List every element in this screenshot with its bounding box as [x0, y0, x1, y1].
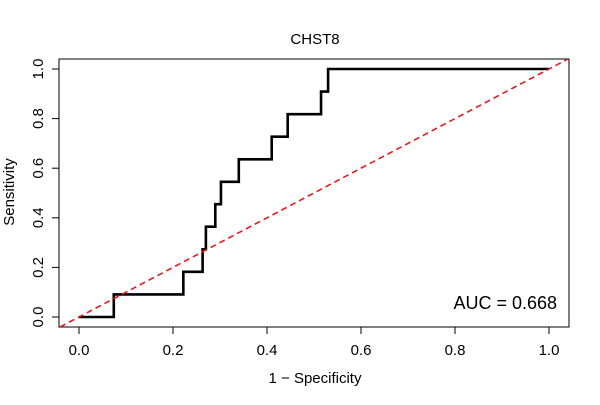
y-tick-label: 0.2	[30, 257, 47, 278]
x-tick-label: 0.8	[445, 342, 466, 359]
roc-curve-line	[79, 67, 549, 319]
y-tick-label: 0.6	[30, 158, 47, 179]
y-tick-label: 0.4	[30, 207, 47, 228]
plot-area: 0.0 0.2 0.4 0.6 0.8 1.0 0.0 0.2 0.4 0.6 0.8 1.0	[30, 58, 570, 359]
x-axis-title: 1 − Specificity	[269, 370, 362, 387]
x-tick-label: 0.4	[257, 342, 278, 359]
y-tick-label: 0.8	[30, 108, 47, 129]
chart-title: CHST8	[290, 31, 339, 48]
x-tick-label: 0.6	[351, 342, 372, 359]
y-tick-label: 1.0	[30, 59, 47, 80]
x-tick-label: 0.0	[69, 342, 90, 359]
reference-diagonal-line	[59, 59, 569, 327]
x-tick-label: 1.0	[539, 342, 560, 359]
x-tick-label: 0.2	[163, 342, 184, 359]
y-axis-title: Sensitivity	[1, 158, 18, 226]
y-tick-label: 0.0	[30, 307, 47, 328]
auc-annotation: AUC = 0.668	[453, 293, 557, 313]
